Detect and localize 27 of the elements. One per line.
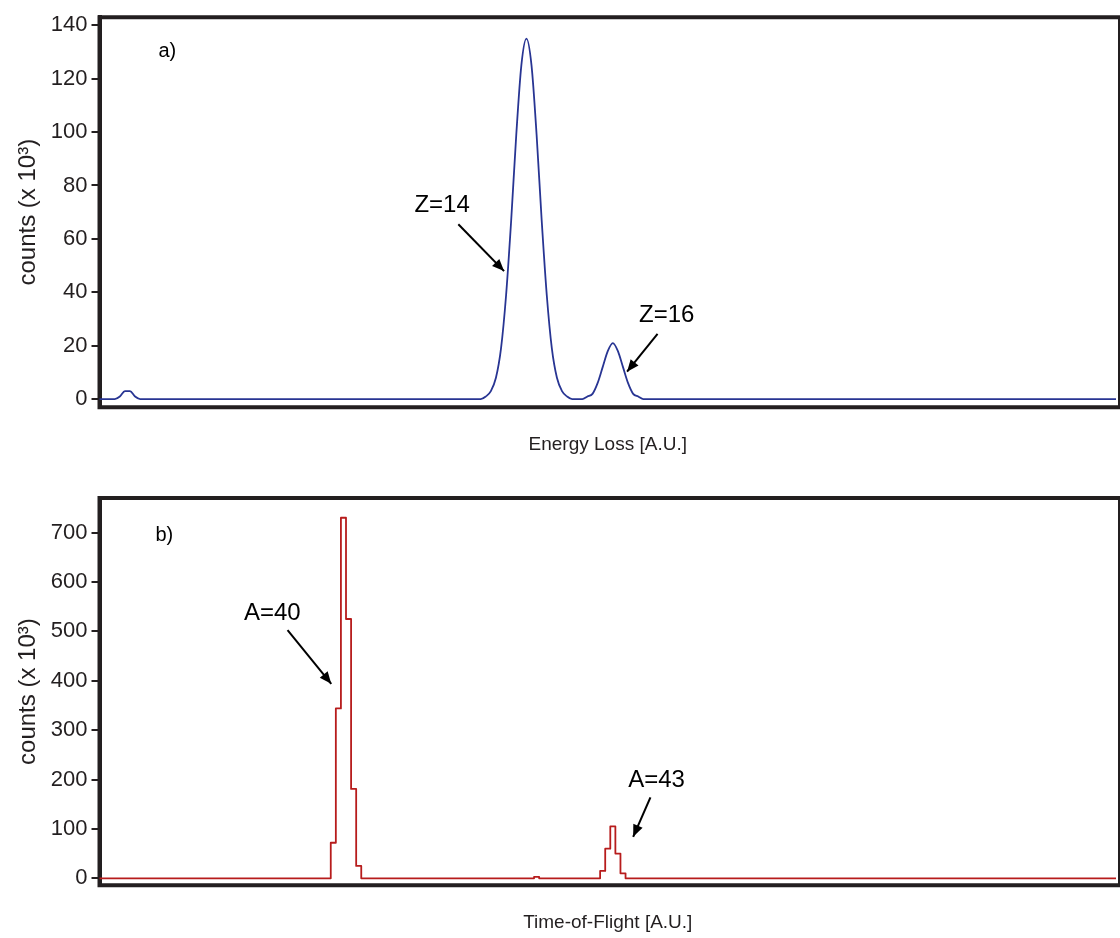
y-tick-label: 100 <box>50 118 88 144</box>
annotation: A=40 <box>243 598 301 626</box>
y-tick-label: 400 <box>50 666 88 692</box>
y-tick-label: 100 <box>50 814 88 840</box>
y-tick-label: 40 <box>63 278 88 304</box>
y-axis-title: counts (x 10³) <box>13 138 41 286</box>
y-tick-label: 200 <box>50 765 88 791</box>
y-tick-label: 120 <box>50 64 88 90</box>
line-series <box>98 37 1117 401</box>
y-tick-label: 60 <box>63 224 88 250</box>
annotation: b) <box>155 522 174 545</box>
y-tick-label: 300 <box>50 716 88 742</box>
y-tick-label: 600 <box>50 568 88 594</box>
annotation: A=43 <box>628 764 685 792</box>
y-tick-label: 80 <box>63 171 88 197</box>
y-tick-label: 700 <box>50 518 88 544</box>
y-tick-label: 140 <box>50 11 88 37</box>
y-axis-title: counts (x 10³) <box>13 618 41 765</box>
y-tick-label: 20 <box>63 331 88 357</box>
x-axis-title: Energy Loss [A.U.] <box>528 432 687 454</box>
x-axis-title: Time-of-Flight [A.U.] <box>523 910 693 932</box>
annotation: a) <box>158 39 177 62</box>
y-tick-label: 0 <box>75 385 88 411</box>
y-tick-label: 0 <box>75 864 88 890</box>
y-tick-label: 500 <box>50 617 88 643</box>
annotation: Z=16 <box>639 299 695 327</box>
annotation: Z=14 <box>414 190 470 218</box>
